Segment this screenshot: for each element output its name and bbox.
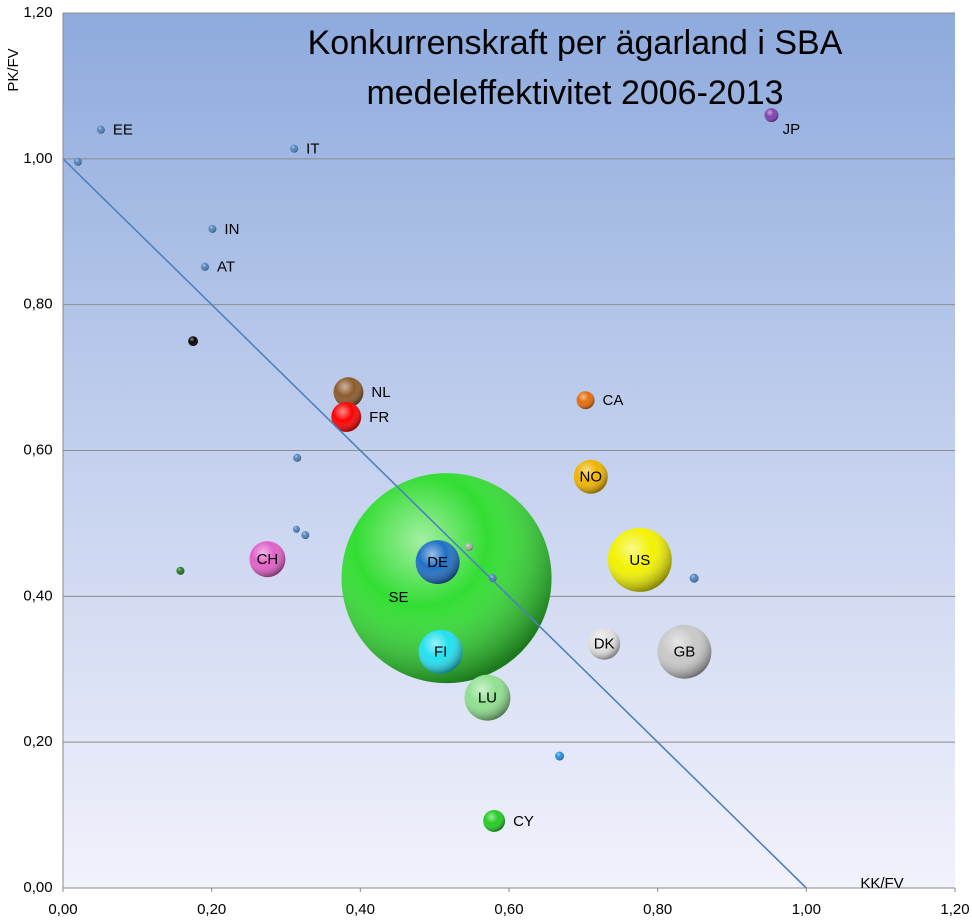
y-tick-label: 0,40	[23, 587, 52, 604]
bubble-shine	[576, 391, 595, 410]
y-tick-label: 1,00	[23, 150, 52, 167]
bubble-label: FR	[369, 409, 389, 426]
x-tick-label: 0,60	[494, 901, 523, 918]
bubble-shine	[301, 531, 310, 540]
bubble-label: EE	[113, 122, 133, 139]
bubble-label: DE	[427, 554, 448, 571]
bubble-label: IN	[224, 221, 239, 238]
chart-title: medeleffektivitet 2006-2013	[366, 74, 783, 112]
bubble-shine	[657, 624, 712, 679]
bubble-shine	[464, 542, 473, 551]
x-axis-title: KK/FV	[860, 875, 903, 892]
bubble-label: GB	[674, 644, 696, 661]
bubble-label: NO	[580, 469, 603, 486]
bubble-label: SE	[389, 589, 409, 606]
chart-title: Konkurrenskraft per ägarland i SBA	[308, 24, 843, 62]
bubble-label: NL	[371, 384, 390, 401]
y-tick-label: 1,20	[23, 4, 52, 21]
bubble-shine	[573, 459, 608, 494]
bubble-label: AT	[217, 259, 235, 276]
x-tick-label: 0,20	[197, 901, 226, 918]
x-tick-label: 0,40	[346, 901, 375, 918]
bubble-shine	[607, 527, 672, 592]
y-axis-title: PK/FV	[5, 48, 22, 91]
y-tick-label: 0,00	[23, 879, 52, 896]
y-tick-label: 0,60	[23, 441, 52, 458]
bubble-shine	[249, 541, 286, 578]
x-tick-label: 0,80	[643, 901, 672, 918]
bubble-shine	[293, 453, 302, 462]
bubble-label: US	[629, 552, 650, 569]
bubble-shine	[418, 629, 463, 674]
bubble-label: LU	[478, 690, 497, 707]
bubble-shine	[764, 108, 779, 123]
bubble-shine	[555, 751, 565, 761]
bubble-shine	[588, 627, 621, 660]
bubble-label: CA	[603, 392, 624, 409]
bubble-label: IT	[306, 141, 319, 158]
bubble-shine	[689, 573, 699, 583]
bubble-label: JP	[783, 121, 801, 138]
bubble-shine	[464, 674, 511, 721]
bubble-shine	[333, 377, 364, 408]
y-tick-label: 0,20	[23, 733, 52, 750]
bubble-label: CY	[513, 813, 534, 830]
bubble-shine	[200, 262, 209, 271]
y-tick-label: 0,80	[23, 296, 52, 313]
bubble-shine	[188, 336, 198, 347]
bubble-shine	[292, 525, 300, 533]
bubble-label: FI	[434, 644, 447, 661]
trend-line	[62, 158, 807, 889]
bubble-label: DK	[594, 636, 615, 653]
x-tick-label: 1,20	[940, 901, 969, 918]
bubble-shine	[331, 401, 362, 432]
bubble-shine	[208, 224, 217, 233]
bubble-label: CH	[257, 551, 279, 568]
bubble-shine	[488, 574, 497, 583]
x-tick-label: 1,00	[792, 901, 821, 918]
bubble-shine	[290, 144, 299, 153]
bubble-shine	[483, 809, 506, 832]
bubble-shine	[415, 540, 460, 585]
x-tick-label: 0,00	[48, 901, 77, 918]
bubble-shine	[176, 566, 185, 575]
bubble-shine	[73, 157, 82, 166]
bubble-shine	[96, 125, 105, 134]
